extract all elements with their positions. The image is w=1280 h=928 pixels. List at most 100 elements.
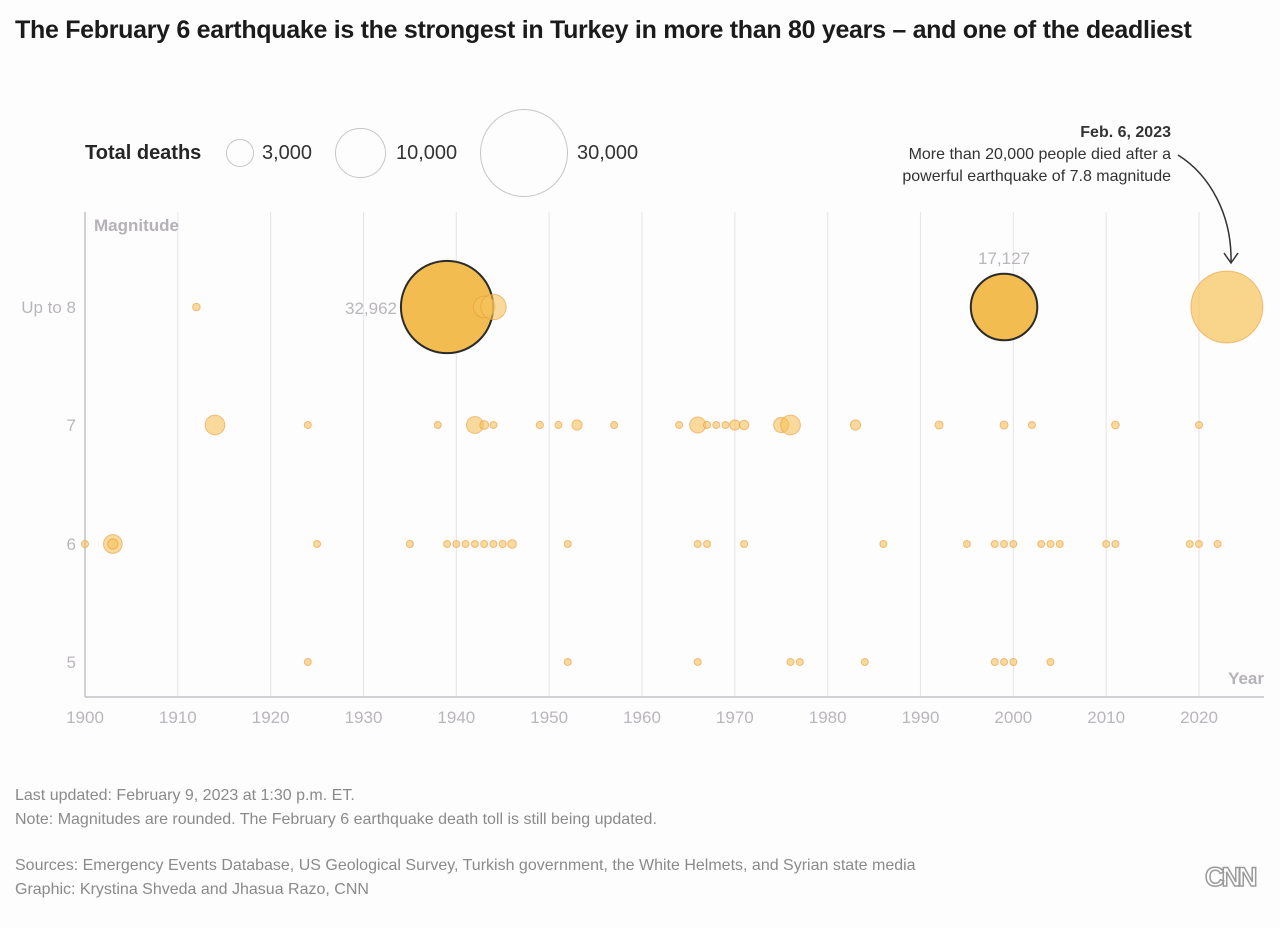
y-tick-7: 7: [67, 416, 76, 435]
bubble: [934, 420, 944, 430]
bubble: [563, 658, 572, 666]
y-axis-title: Magnitude: [94, 216, 179, 235]
data-label-1939: 32,962: [345, 299, 397, 318]
y-tick-labels: Up to 8 7 6 5: [21, 298, 76, 672]
bubble: [1046, 540, 1055, 548]
bubble: [693, 540, 702, 548]
bubble: [999, 420, 1009, 430]
bubble: [192, 302, 201, 312]
size-legend: Total deaths 3,000 10,000 30,000: [0, 100, 700, 210]
bubble: [1111, 420, 1120, 430]
bubble: [738, 419, 750, 431]
bubble: [81, 540, 89, 548]
bubble: [1046, 658, 1055, 666]
legend-circle-small: [226, 139, 254, 167]
bubble: [107, 538, 119, 550]
footer-notes: Last updated: February 9, 2023 at 1:30 p…: [15, 784, 657, 832]
bubble: [563, 540, 572, 548]
bubble: [480, 540, 489, 548]
bubble: [786, 658, 795, 666]
bubble: [303, 421, 312, 429]
bubble: [313, 540, 322, 548]
x-tick-2020: 2020: [1180, 708, 1218, 727]
annotation-arrow: [1177, 154, 1232, 263]
bubble: [721, 421, 730, 429]
bubble: [990, 658, 999, 666]
x-axis-title: Year: [1228, 669, 1264, 688]
bubble: [498, 540, 507, 548]
x-tick-2000: 2000: [994, 708, 1032, 727]
bubble: [1195, 540, 1203, 548]
bubble: [729, 419, 741, 431]
y-tick-5: 5: [67, 653, 76, 672]
legend-circle-large: [480, 109, 568, 197]
bubble: [571, 419, 583, 431]
grid-lines: [177, 212, 1200, 697]
bubble: [740, 540, 749, 548]
bubble: [535, 420, 544, 430]
bubble: [1009, 540, 1018, 548]
bubble: [204, 414, 226, 436]
legend-label-medium: 10,000: [396, 142, 458, 164]
bubble: [433, 421, 442, 429]
bubble: [780, 414, 801, 436]
x-tick-1900: 1900: [66, 708, 104, 727]
bubble: [1185, 540, 1194, 548]
annotation-2023: Feb. 6, 2023 More than 20,000 people die…: [902, 122, 1171, 188]
last-updated: Last updated: February 9, 2023 at 1:30 p…: [15, 787, 355, 804]
bubble: [860, 658, 869, 666]
cnn-logo: CNN: [1205, 862, 1260, 892]
bubble: [1027, 421, 1036, 429]
bubble: [1213, 540, 1222, 548]
bubble: [1102, 540, 1111, 548]
bubble: [693, 658, 702, 666]
bubble: [1195, 421, 1203, 429]
x-tick-1940: 1940: [437, 708, 475, 727]
graphic-credit: Graphic: Krystina Shveda and Jhasua Razo…: [15, 881, 369, 898]
bubble: [461, 540, 470, 548]
bubble: [1111, 540, 1120, 548]
x-tick-1980: 1980: [809, 708, 847, 727]
data-labels: 32,962 17,127: [345, 249, 1030, 318]
bubbles: [81, 259, 1264, 666]
chart-title: The February 6 earthquake is the stronge…: [15, 16, 1192, 44]
bubble: [849, 419, 862, 431]
bubble: [480, 293, 507, 321]
annotation-arrowhead: [1223, 252, 1239, 265]
bubble: [1055, 540, 1064, 548]
legend-title: Total deaths: [85, 142, 202, 164]
legend-label-small: 3,000: [262, 142, 313, 164]
y-tick-8: Up to 8: [21, 298, 76, 317]
bubble: [443, 540, 452, 548]
bubble: [489, 540, 498, 548]
bubble: [1037, 540, 1046, 548]
y-tick-6: 6: [67, 535, 76, 554]
bubble: [675, 421, 684, 429]
bubble: [1000, 658, 1009, 666]
bubble: [610, 421, 619, 429]
bubble: [879, 540, 888, 548]
bubble-chart: 1900 1910 1920 1930 1940 1950 1960 1970 1980 1990…: [21, 154, 1264, 727]
bubble: [702, 540, 711, 548]
bubble: [1009, 658, 1018, 666]
x-tick-1950: 1950: [530, 708, 568, 727]
bubble: [489, 421, 498, 429]
annotation-line-1: More than 20,000 people died after a: [908, 146, 1171, 163]
x-tick-1930: 1930: [345, 708, 383, 727]
note: Note: Magnitudes are rounded. The Februa…: [15, 811, 657, 828]
x-tick-labels: 1900 1910 1920 1930 1940 1950 1960 1970 1980 1990…: [66, 708, 1218, 727]
bubble: [470, 540, 479, 548]
bubble-highlight-1999: [969, 272, 1039, 342]
x-tick-1970: 1970: [716, 708, 754, 727]
legend-circle-medium: [335, 127, 386, 179]
x-tick-1960: 1960: [623, 708, 661, 727]
bubble: [962, 540, 971, 548]
cnn-logo-text: CNN: [1205, 862, 1256, 892]
footer-credits: Sources: Emergency Events Database, US G…: [15, 854, 916, 902]
bubble: [702, 420, 712, 430]
data-label-1999: 17,127: [978, 249, 1030, 268]
bubble: [507, 539, 517, 549]
x-tick-1990: 1990: [902, 708, 940, 727]
bubble: [795, 658, 804, 666]
annotation-line-2: powerful earthquake of 7.8 magnitude: [902, 168, 1171, 185]
